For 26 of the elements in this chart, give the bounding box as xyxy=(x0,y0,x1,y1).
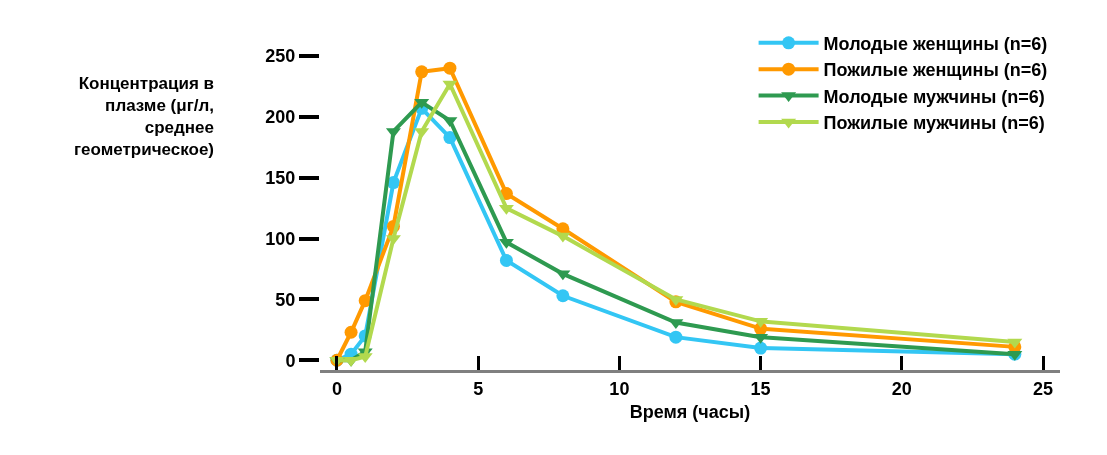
legend-label: Молодые женщины (n=6) xyxy=(823,33,1048,54)
x-tick-label: 0 xyxy=(331,378,342,399)
point xyxy=(443,131,457,145)
point xyxy=(499,253,513,267)
x-tick-label: 15 xyxy=(750,378,771,399)
y-tick-label: 0 xyxy=(285,350,296,371)
x-tick-label: 20 xyxy=(891,378,912,399)
x-tick-label: 10 xyxy=(609,378,630,399)
point xyxy=(669,330,683,344)
point xyxy=(415,65,429,79)
legend-label: Молодые мужчины (n=6) xyxy=(823,86,1045,107)
x-tick-label: 25 xyxy=(1033,378,1054,399)
y-axis-title: Концентрация в плазме (μг/л, среднее геометрическое) xyxy=(74,74,215,160)
point xyxy=(556,289,570,303)
y-tick-label: 50 xyxy=(275,289,296,310)
y-tick-label: 250 xyxy=(265,46,296,67)
legend-label: Пожилые женщины (n=6) xyxy=(823,60,1048,81)
x-tick-label: 5 xyxy=(473,378,484,399)
legend-label: Пожилые мужчины (n=6) xyxy=(823,113,1045,134)
point xyxy=(344,325,358,339)
point xyxy=(754,341,768,355)
y-tick-label: 100 xyxy=(265,228,296,249)
y-tick-label: 150 xyxy=(265,168,296,189)
x-axis-title: Время (часы) xyxy=(629,401,751,422)
y-tick-label: 200 xyxy=(265,107,296,128)
point xyxy=(443,61,457,75)
